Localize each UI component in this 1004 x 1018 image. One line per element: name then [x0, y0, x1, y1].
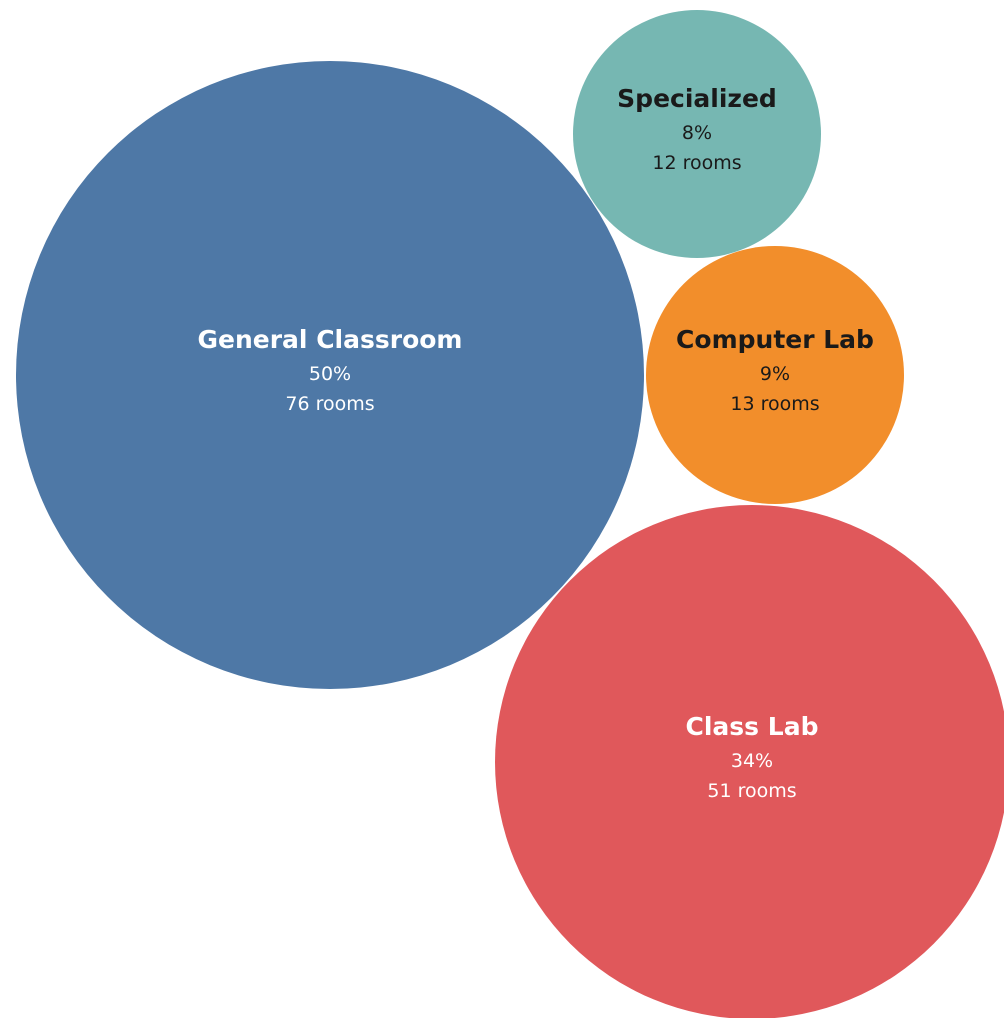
bubble-percent-label: 34%	[731, 750, 773, 772]
bubble-count-label: 12 rooms	[652, 152, 741, 174]
bubble-count-label: 13 rooms	[730, 393, 819, 415]
bubble-percent-label: 9%	[760, 363, 790, 385]
bubble-name-label: Computer Lab	[676, 325, 874, 354]
bubble-circle-specialized[interactable]	[573, 10, 821, 258]
bubble-percent-label: 8%	[682, 122, 712, 144]
bubble-general-classroom[interactable]: General Classroom 50% 76 rooms	[16, 61, 644, 689]
bubble-name-label: Specialized	[617, 84, 777, 113]
bubble-circle-computer-lab[interactable]	[646, 246, 904, 504]
bubble-specialized[interactable]: Specialized 8% 12 rooms	[573, 10, 821, 258]
bubble-circle-class-lab[interactable]	[495, 505, 1004, 1018]
bubble-circle-general-classroom[interactable]	[16, 61, 644, 689]
bubble-count-label: 51 rooms	[707, 780, 796, 802]
bubble-name-label: Class Lab	[686, 712, 819, 741]
bubble-percent-label: 50%	[309, 363, 351, 385]
bubble-name-label: General Classroom	[198, 325, 463, 354]
bubble-computer-lab[interactable]: Computer Lab 9% 13 rooms	[646, 246, 904, 504]
bubble-count-label: 76 rooms	[285, 393, 374, 415]
bubble-class-lab[interactable]: Class Lab 34% 51 rooms	[495, 505, 1004, 1018]
